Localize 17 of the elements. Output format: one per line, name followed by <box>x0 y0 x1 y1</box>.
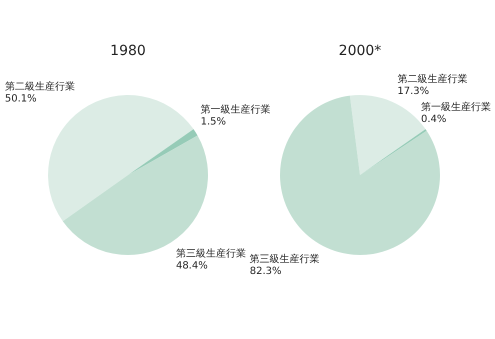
slice-label: 第一級生産行業 <box>421 100 491 113</box>
data-label: 82.3% <box>250 266 282 277</box>
slice-label: 第一級生産行業 <box>200 103 271 116</box>
data-label: 48.4% <box>176 260 208 272</box>
pie-slice <box>360 129 427 175</box>
slice-label: 第三級生産行業 <box>250 252 320 265</box>
data-label: 50.1% <box>4 94 37 105</box>
pie-slice <box>128 129 198 175</box>
data-label: 0.4% <box>421 114 446 125</box>
chart-title: 2000* <box>338 43 382 59</box>
slice-label: 第二級生産行業 <box>397 72 468 85</box>
slice-label: 第二級生産行業 <box>4 80 75 93</box>
data-label: 1.5% <box>200 116 226 128</box>
pie-slice <box>48 95 194 222</box>
data-label: 17.3% <box>397 86 430 97</box>
chart-title: 1980 <box>110 43 146 59</box>
slice-label: 第三級生産行業 <box>176 247 246 260</box>
